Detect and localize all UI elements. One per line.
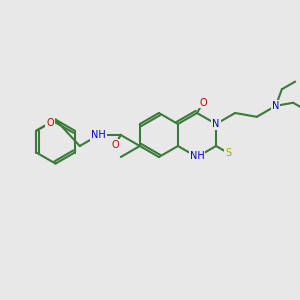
Text: S: S — [225, 148, 232, 158]
Text: O: O — [199, 98, 207, 107]
Text: O: O — [46, 118, 54, 128]
Text: N: N — [212, 119, 220, 129]
Text: N: N — [272, 101, 280, 111]
Text: NH: NH — [92, 130, 106, 140]
Text: NH: NH — [190, 151, 204, 161]
Text: O: O — [112, 140, 119, 149]
